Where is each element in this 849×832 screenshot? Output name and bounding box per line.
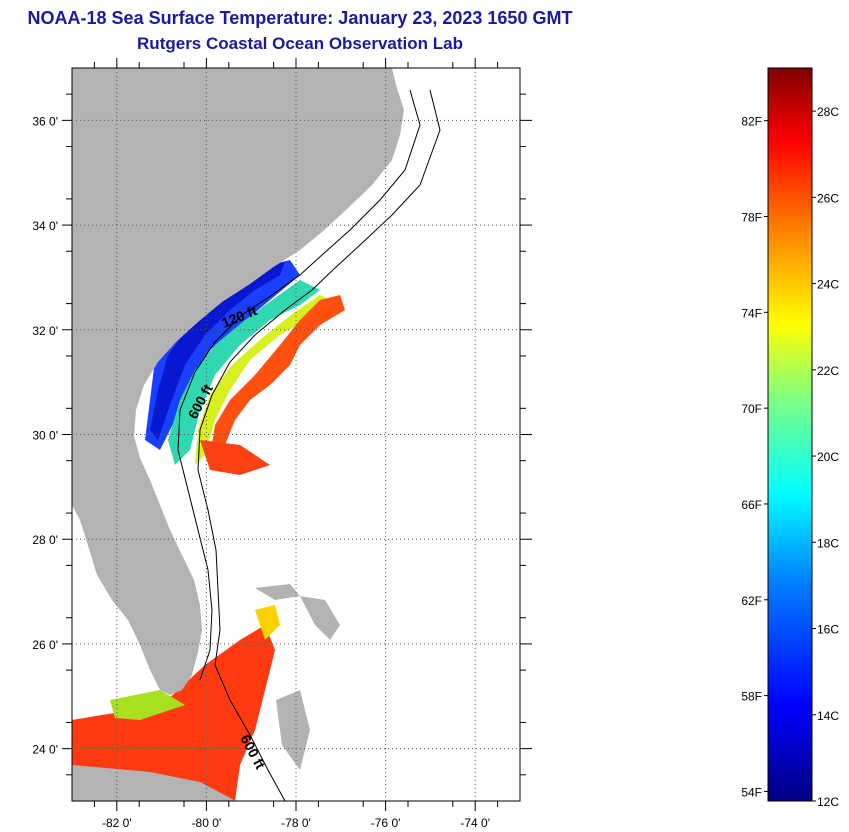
colorbar-c-label: 14C bbox=[817, 709, 839, 723]
colorbar-f-label: 62F bbox=[741, 594, 762, 608]
lat-tick-label: 34 0' bbox=[32, 219, 58, 233]
lat-tick-label: 28 0' bbox=[32, 533, 58, 547]
colorbar-f-label: 82F bbox=[741, 115, 762, 129]
lat-tick-label: 36 0' bbox=[32, 114, 58, 128]
colorbar-f-label: 74F bbox=[741, 306, 762, 320]
gulf-stream-south bbox=[200, 440, 270, 475]
midshelf-water bbox=[168, 280, 320, 465]
bahamas-abaco-land bbox=[300, 596, 340, 640]
gulf-stream-north bbox=[210, 295, 345, 455]
lon-tick-label: -80 0' bbox=[192, 816, 222, 830]
map-subtitle: Rutgers Coastal Ocean Observation Lab bbox=[137, 34, 463, 53]
colorbar-c-label: 12C bbox=[817, 795, 839, 809]
colorbar-c-label: 16C bbox=[817, 623, 839, 637]
lat-tick-label: 30 0' bbox=[32, 429, 58, 443]
colorbar-c-label: 28C bbox=[817, 105, 839, 119]
lat-tick-label: 24 0' bbox=[32, 743, 58, 757]
map-title: NOAA-18 Sea Surface Temperature: January… bbox=[27, 8, 573, 28]
colorbar-f-label: 54F bbox=[741, 785, 762, 799]
colorbar-c-label: 26C bbox=[817, 191, 839, 205]
colorbar-f-label: 58F bbox=[741, 690, 762, 704]
lon-tick-label: -82 0' bbox=[102, 816, 132, 830]
lon-tick-label: -76 0' bbox=[371, 816, 401, 830]
keys-green-water bbox=[110, 690, 185, 720]
lat-tick-label: 26 0' bbox=[32, 638, 58, 652]
colorbar-f-label: 78F bbox=[741, 211, 762, 225]
lon-tick-label: -78 0' bbox=[281, 816, 311, 830]
colorbar-c-label: 20C bbox=[817, 450, 839, 464]
bahamas-grand-land bbox=[255, 584, 300, 600]
colorbar-f-label: 70F bbox=[741, 402, 762, 416]
colorbar bbox=[767, 67, 813, 802]
cuba-land bbox=[72, 765, 236, 801]
cold-shelf-inner bbox=[150, 262, 285, 440]
bahamas-andros-land bbox=[276, 690, 310, 770]
colorbar-c-label: 22C bbox=[817, 364, 839, 378]
florida-straits-warm bbox=[72, 625, 275, 801]
lat-tick-label: 32 0' bbox=[32, 324, 58, 338]
colorbar-c-label: 18C bbox=[817, 536, 839, 550]
colorbar-c-label: 24C bbox=[817, 278, 839, 292]
lon-tick-label: -74 0' bbox=[460, 816, 490, 830]
bahamas-bank-water bbox=[255, 605, 280, 640]
colorbar-f-label: 66F bbox=[741, 498, 762, 512]
contour-120ft-line bbox=[177, 89, 421, 681]
